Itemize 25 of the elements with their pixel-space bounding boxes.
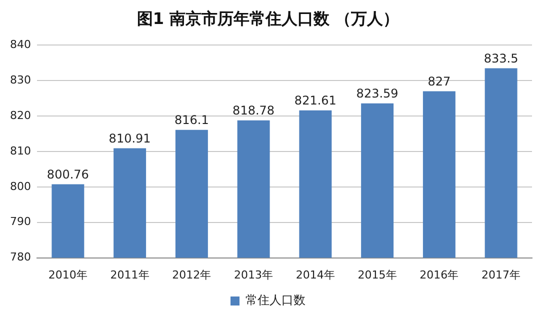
x-tick-label: 2014年: [296, 268, 335, 282]
x-tick-label: 2017年: [482, 268, 521, 282]
x-tick-label: 2016年: [420, 268, 459, 282]
data-label: 810.91: [108, 131, 151, 146]
x-tick-label: 2010年: [48, 268, 88, 282]
x-tick-label: 2013年: [234, 268, 274, 282]
data-label: 821.61: [294, 93, 336, 108]
y-tick-label: 820: [10, 108, 31, 122]
y-tick-label: 800: [10, 180, 31, 193]
data-label: 827: [428, 74, 451, 88]
chart-title: 图1 南京市历年常住人口数 （万人）: [136, 8, 400, 28]
data-label: 823.59: [356, 86, 398, 100]
x-tick-label: 2011年: [110, 268, 150, 282]
y-tick-label: 830: [10, 73, 31, 86]
data-label: 818.78: [232, 104, 275, 118]
data-label: 816.1: [174, 113, 209, 128]
y-tick-label: 790: [10, 215, 31, 228]
data-label: 800.76: [46, 167, 89, 182]
y-tick-label: 810: [10, 144, 31, 158]
data-label: 833.5: [484, 51, 518, 66]
legend-label: 常住人口数: [246, 293, 306, 308]
x-tick-label: 2015年: [358, 268, 397, 282]
x-tick-label: 2012年: [172, 268, 212, 282]
y-tick-label: 780: [10, 250, 31, 264]
y-tick-label: 840: [10, 38, 31, 52]
